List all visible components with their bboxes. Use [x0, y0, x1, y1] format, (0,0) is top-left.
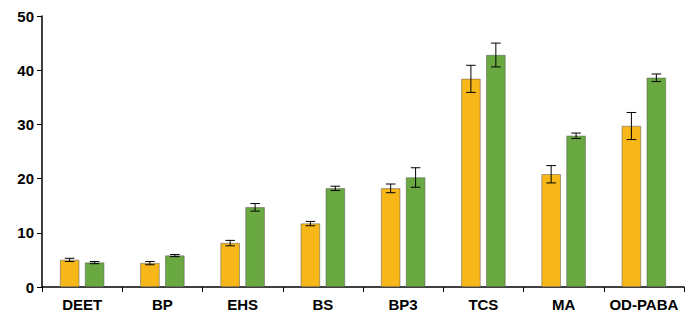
svg-text:EHS: EHS — [227, 296, 258, 313]
svg-text:50: 50 — [17, 8, 34, 25]
svg-text:BS: BS — [312, 296, 333, 313]
svg-text:BP3: BP3 — [389, 296, 418, 313]
svg-text:40: 40 — [17, 62, 34, 79]
svg-text:DEET: DEET — [62, 296, 102, 313]
svg-text:BP: BP — [152, 296, 173, 313]
svg-text:10: 10 — [17, 224, 34, 241]
svg-text:20: 20 — [17, 170, 34, 187]
svg-text:MA: MA — [552, 296, 575, 313]
svg-text:0: 0 — [26, 279, 34, 296]
svg-text:30: 30 — [17, 116, 34, 133]
svg-text:OD-PABA: OD-PABA — [609, 296, 678, 313]
svg-text:TCS: TCS — [468, 296, 498, 313]
